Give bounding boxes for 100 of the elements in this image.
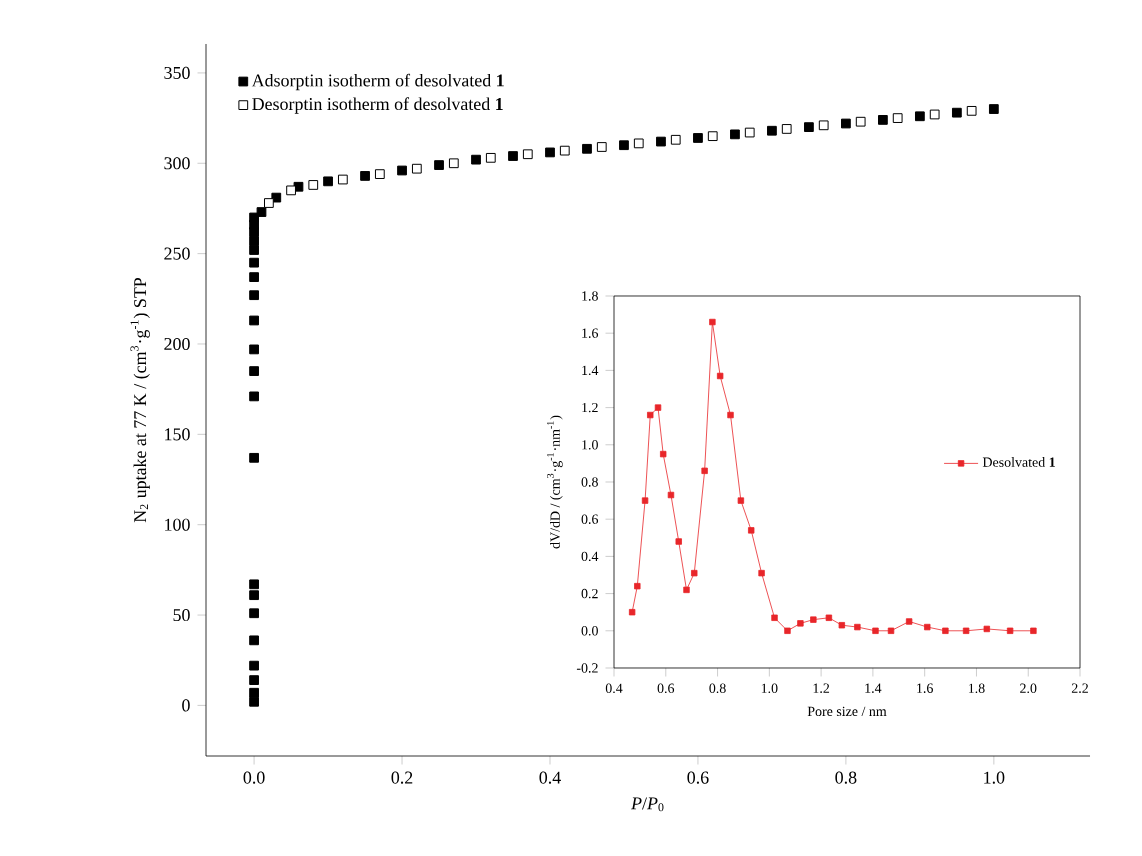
point bbox=[709, 318, 716, 326]
point bbox=[249, 315, 259, 326]
point bbox=[670, 134, 681, 145]
point bbox=[804, 122, 814, 133]
point bbox=[716, 372, 724, 380]
point bbox=[707, 131, 718, 142]
point bbox=[249, 635, 259, 646]
y-axis-title: N$_{2}$ uptake at 77 K / (cm$^{3}$·g$^{-1}$) STP bbox=[130, 277, 150, 523]
point bbox=[838, 622, 846, 629]
point bbox=[256, 207, 267, 217]
y-tick-label: 350 bbox=[164, 66, 190, 79]
y-tick-label: 0 bbox=[182, 699, 190, 712]
point bbox=[471, 154, 481, 165]
point bbox=[825, 614, 833, 621]
point bbox=[748, 527, 755, 534]
point bbox=[249, 452, 259, 463]
point bbox=[929, 109, 940, 120]
point bbox=[249, 391, 259, 402]
point bbox=[641, 497, 649, 504]
point bbox=[559, 145, 570, 156]
point bbox=[397, 165, 407, 176]
point bbox=[951, 107, 962, 118]
point bbox=[797, 620, 804, 627]
point bbox=[249, 687, 259, 698]
point bbox=[854, 623, 861, 631]
point bbox=[634, 582, 641, 590]
point bbox=[962, 627, 970, 634]
point bbox=[647, 411, 654, 419]
y-tick-label: 100 bbox=[165, 518, 190, 531]
point bbox=[855, 116, 866, 127]
point bbox=[249, 245, 259, 255]
point bbox=[693, 133, 703, 143]
point bbox=[654, 404, 662, 411]
y-tick-label: 200 bbox=[164, 337, 190, 351]
point bbox=[683, 586, 690, 594]
point bbox=[818, 120, 829, 131]
x-tick-label: 0.6 bbox=[687, 771, 709, 784]
point bbox=[667, 491, 675, 499]
x-tick-label: 0.8 bbox=[835, 771, 857, 784]
point bbox=[508, 151, 518, 161]
x-tick-label: 0.2 bbox=[391, 771, 413, 784]
point bbox=[249, 272, 259, 282]
point bbox=[249, 579, 259, 590]
point bbox=[914, 111, 925, 122]
point bbox=[249, 257, 259, 268]
point bbox=[596, 142, 607, 152]
point bbox=[784, 627, 791, 634]
point bbox=[872, 627, 879, 634]
point bbox=[737, 497, 745, 504]
point bbox=[887, 627, 895, 634]
point bbox=[485, 152, 496, 163]
point bbox=[308, 180, 319, 190]
point bbox=[249, 675, 259, 685]
point bbox=[942, 627, 949, 634]
point bbox=[988, 104, 999, 114]
point bbox=[656, 136, 666, 147]
y-tick-label: 300 bbox=[164, 157, 190, 170]
point bbox=[249, 290, 259, 301]
point bbox=[249, 696, 259, 707]
y-tick-label: 50 bbox=[173, 608, 190, 622]
x-tick-label: 1.0 bbox=[984, 771, 1005, 784]
point bbox=[1030, 627, 1037, 634]
point bbox=[286, 185, 296, 196]
point bbox=[411, 163, 422, 174]
point bbox=[983, 625, 990, 633]
point bbox=[249, 590, 259, 601]
point bbox=[758, 569, 765, 577]
point bbox=[249, 236, 259, 246]
point bbox=[924, 623, 931, 631]
point bbox=[271, 192, 282, 203]
x-tick-label: 0.0 bbox=[243, 771, 265, 784]
point bbox=[448, 158, 459, 169]
point bbox=[660, 450, 667, 458]
x-axis-title: P/P$_{0}$ bbox=[630, 797, 664, 812]
point bbox=[892, 113, 903, 123]
point bbox=[701, 467, 708, 475]
point bbox=[249, 608, 259, 619]
point bbox=[781, 124, 792, 134]
point bbox=[619, 140, 629, 151]
point bbox=[264, 198, 274, 208]
point bbox=[767, 125, 777, 136]
point bbox=[249, 212, 259, 223]
point bbox=[675, 538, 682, 545]
point bbox=[744, 127, 755, 138]
point bbox=[360, 171, 370, 181]
point bbox=[727, 411, 734, 419]
point bbox=[633, 138, 644, 149]
point bbox=[691, 569, 698, 577]
point bbox=[841, 118, 851, 129]
point bbox=[249, 366, 259, 376]
point bbox=[582, 143, 592, 154]
point bbox=[522, 149, 533, 160]
x-tick-label: 0.4 bbox=[539, 771, 561, 784]
legend-label: Adsorptin isotherm of desolvated 1 bbox=[251, 73, 504, 91]
point bbox=[628, 609, 636, 616]
point bbox=[323, 176, 333, 187]
point bbox=[249, 660, 259, 671]
point bbox=[249, 344, 259, 355]
point bbox=[810, 616, 817, 623]
point bbox=[771, 614, 778, 621]
